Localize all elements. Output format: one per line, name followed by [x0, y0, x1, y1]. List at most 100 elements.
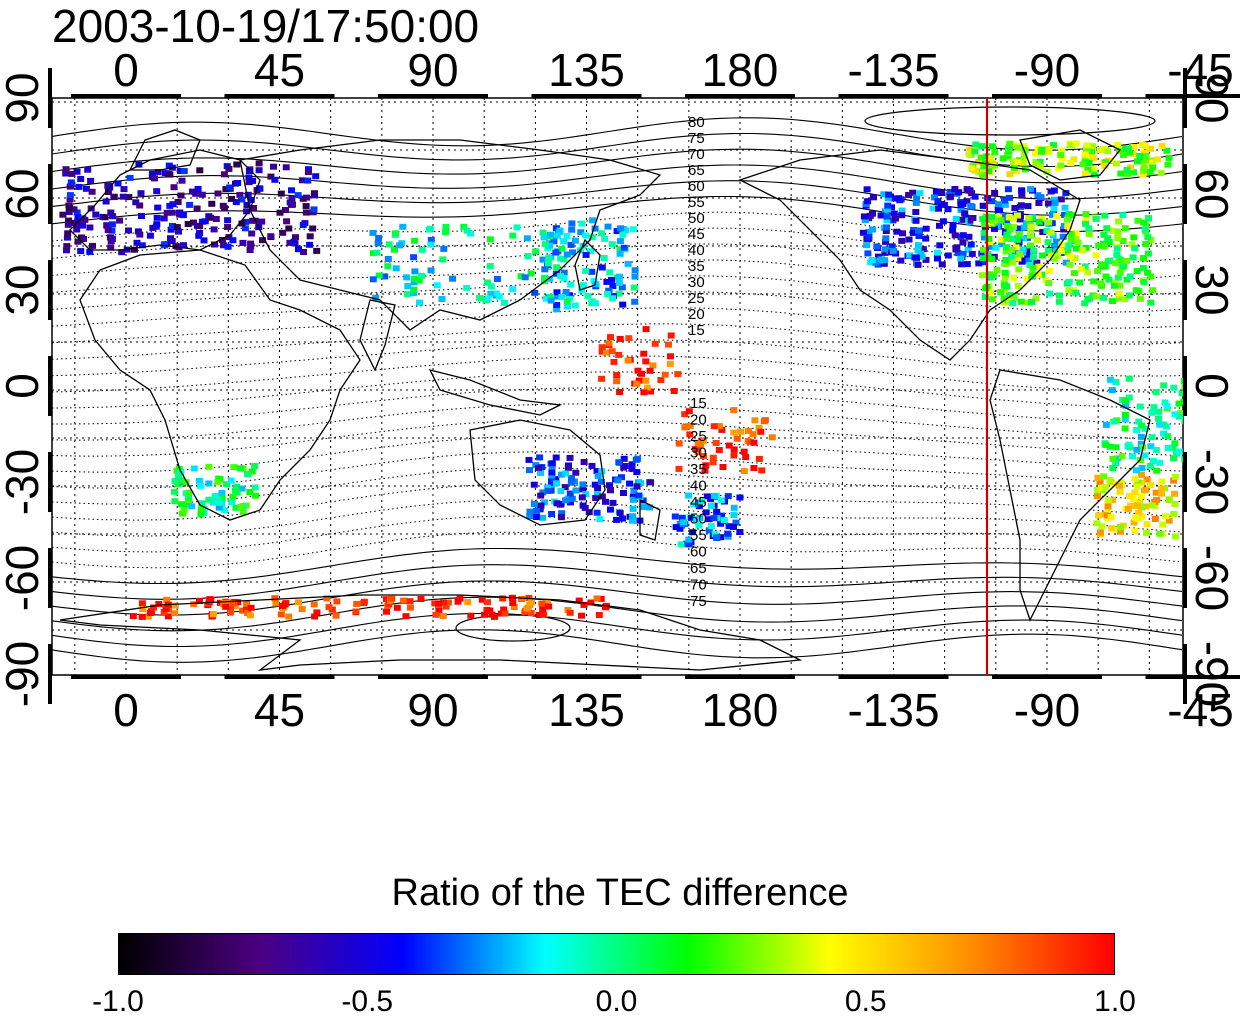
tec-cell [698, 498, 706, 505]
tec-cell [587, 248, 595, 255]
tec-cell [1009, 259, 1017, 266]
contour-line [52, 164, 1183, 200]
colorbar-tick-label: -1.0 [92, 985, 144, 1018]
tec-cell [1035, 263, 1043, 270]
tec-cell [283, 218, 291, 225]
tec-cell [1171, 501, 1179, 507]
tec-cell [691, 446, 699, 453]
tec-cell [944, 252, 952, 259]
tec-cell [618, 284, 626, 291]
tec-cell [439, 256, 447, 263]
tec-cell [971, 193, 979, 200]
tec-cell [981, 293, 989, 300]
tec-cell [205, 496, 213, 503]
tec-cell [620, 490, 627, 496]
tec-cell [171, 610, 179, 617]
frame-bar [1183, 68, 1187, 128]
tec-cell [1028, 298, 1035, 305]
frame-bar [992, 94, 1102, 98]
tec-cell [234, 180, 242, 186]
tec-cell [218, 237, 226, 243]
tec-cell [1170, 477, 1178, 484]
tec-cell [1013, 236, 1021, 243]
tec-cell [223, 481, 231, 488]
tec-cell [1147, 482, 1155, 488]
tec-cell [536, 454, 544, 461]
tec-cell [300, 249, 307, 255]
tec-cell [1104, 235, 1112, 242]
tec-cell [1072, 140, 1080, 147]
contour-label: 55 [690, 527, 707, 544]
tec-cell [249, 217, 257, 224]
tec-cell [185, 494, 193, 501]
tec-cell [1117, 528, 1124, 535]
tec-cell [77, 176, 85, 182]
tec-cell [710, 515, 718, 522]
tec-cell [442, 603, 450, 610]
tec-cell [138, 242, 146, 249]
tec-cell [989, 218, 997, 225]
tec-cell [553, 480, 560, 487]
tec-cell [603, 291, 611, 297]
tec-cell [557, 514, 565, 521]
tec-cell [881, 249, 889, 256]
tec-cell [538, 600, 546, 607]
tec-cell [133, 239, 141, 246]
frame-bar [71, 94, 181, 98]
tec-cell [1048, 220, 1056, 227]
tec-cell [1115, 218, 1123, 225]
tec-cell [1026, 247, 1034, 254]
tec-cell [1116, 488, 1124, 495]
tec-cell [1129, 254, 1137, 261]
tec-cell [1137, 433, 1145, 440]
tec-cell [138, 213, 145, 219]
tec-cell [168, 209, 176, 216]
tec-cell [1002, 261, 1010, 268]
tec-cell [898, 212, 906, 219]
tec-cell [1000, 213, 1007, 220]
tec-cell [277, 611, 285, 618]
frame-bar [1145, 94, 1240, 98]
tec-cell [431, 600, 439, 607]
tec-cell [526, 467, 533, 474]
latitude-tick-label: 30 [1186, 264, 1238, 315]
colorbar-tick-label: 0.5 [844, 985, 887, 1018]
tec-cell [545, 275, 553, 282]
tec-cell [895, 195, 903, 202]
tec-cell [561, 484, 569, 491]
tec-cell [138, 613, 146, 620]
contour-line [52, 564, 1183, 600]
tec-cell [582, 251, 590, 258]
tec-cell [184, 221, 192, 227]
tec-cell [675, 465, 683, 472]
tec-cell [526, 508, 534, 515]
tec-cell [593, 491, 601, 498]
tec-cell [906, 252, 914, 259]
tec-cell [1042, 276, 1050, 283]
tec-cell [108, 235, 116, 242]
tec-cell [580, 601, 588, 608]
tec-cell [410, 279, 418, 286]
tec-cell [238, 220, 246, 227]
tec-cell [87, 177, 95, 184]
tec-cell [566, 490, 574, 497]
longitude-tick-label: 0 [113, 44, 139, 96]
tec-cell [82, 185, 90, 192]
contour-label: 15 [690, 395, 707, 412]
tec-cell [580, 282, 587, 289]
tec-cell [730, 504, 738, 511]
tec-cell [952, 215, 960, 222]
tec-cell [1081, 170, 1089, 177]
tec-cell [1092, 252, 1100, 259]
tec-cell [360, 598, 368, 605]
tec-cell [605, 340, 613, 347]
tec-cell [313, 247, 321, 254]
tec-cell [1129, 453, 1137, 460]
tec-cell [730, 446, 738, 453]
tec-cell [607, 487, 614, 494]
longitude-tick-label: 90 [407, 44, 458, 96]
tec-cell [932, 188, 940, 195]
tec-cell [978, 250, 986, 257]
tec-cell [975, 260, 983, 267]
tec-cell [615, 459, 623, 466]
